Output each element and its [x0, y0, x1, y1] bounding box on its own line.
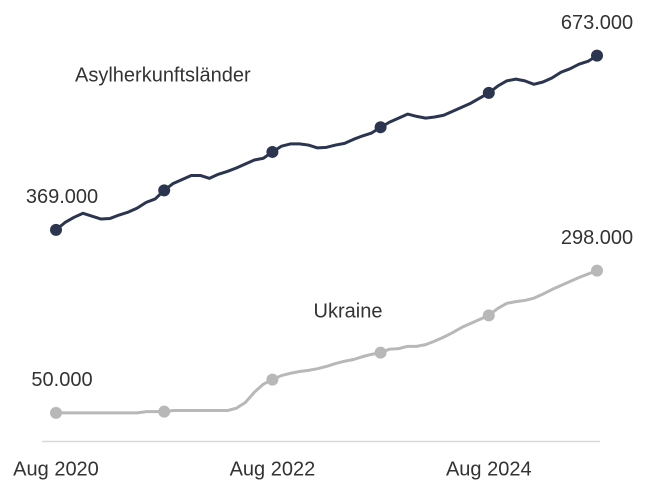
point [591, 264, 603, 277]
series-line [55, 54, 598, 232]
point [482, 309, 495, 322]
point [158, 405, 171, 418]
value-label: 298.000 [561, 227, 633, 249]
x-tick-label: Aug 2020 [13, 458, 99, 480]
point [482, 86, 495, 99]
point [50, 406, 62, 419]
point [374, 121, 387, 134]
point [266, 145, 279, 158]
series-label: Ukraine [314, 300, 383, 322]
value-label: 673.000 [561, 12, 633, 34]
value-label: 50.000 [31, 369, 92, 391]
point [50, 223, 62, 236]
x-tick-label: Aug 2022 [230, 458, 316, 480]
point [374, 346, 387, 359]
value-label: 369.000 [26, 186, 98, 208]
x-tick-label: Aug 2024 [446, 458, 532, 480]
point [591, 49, 603, 62]
point [158, 184, 171, 197]
series-label: Asylherkunftsländer [75, 64, 251, 86]
series-line [56, 269, 598, 415]
point [266, 373, 279, 386]
